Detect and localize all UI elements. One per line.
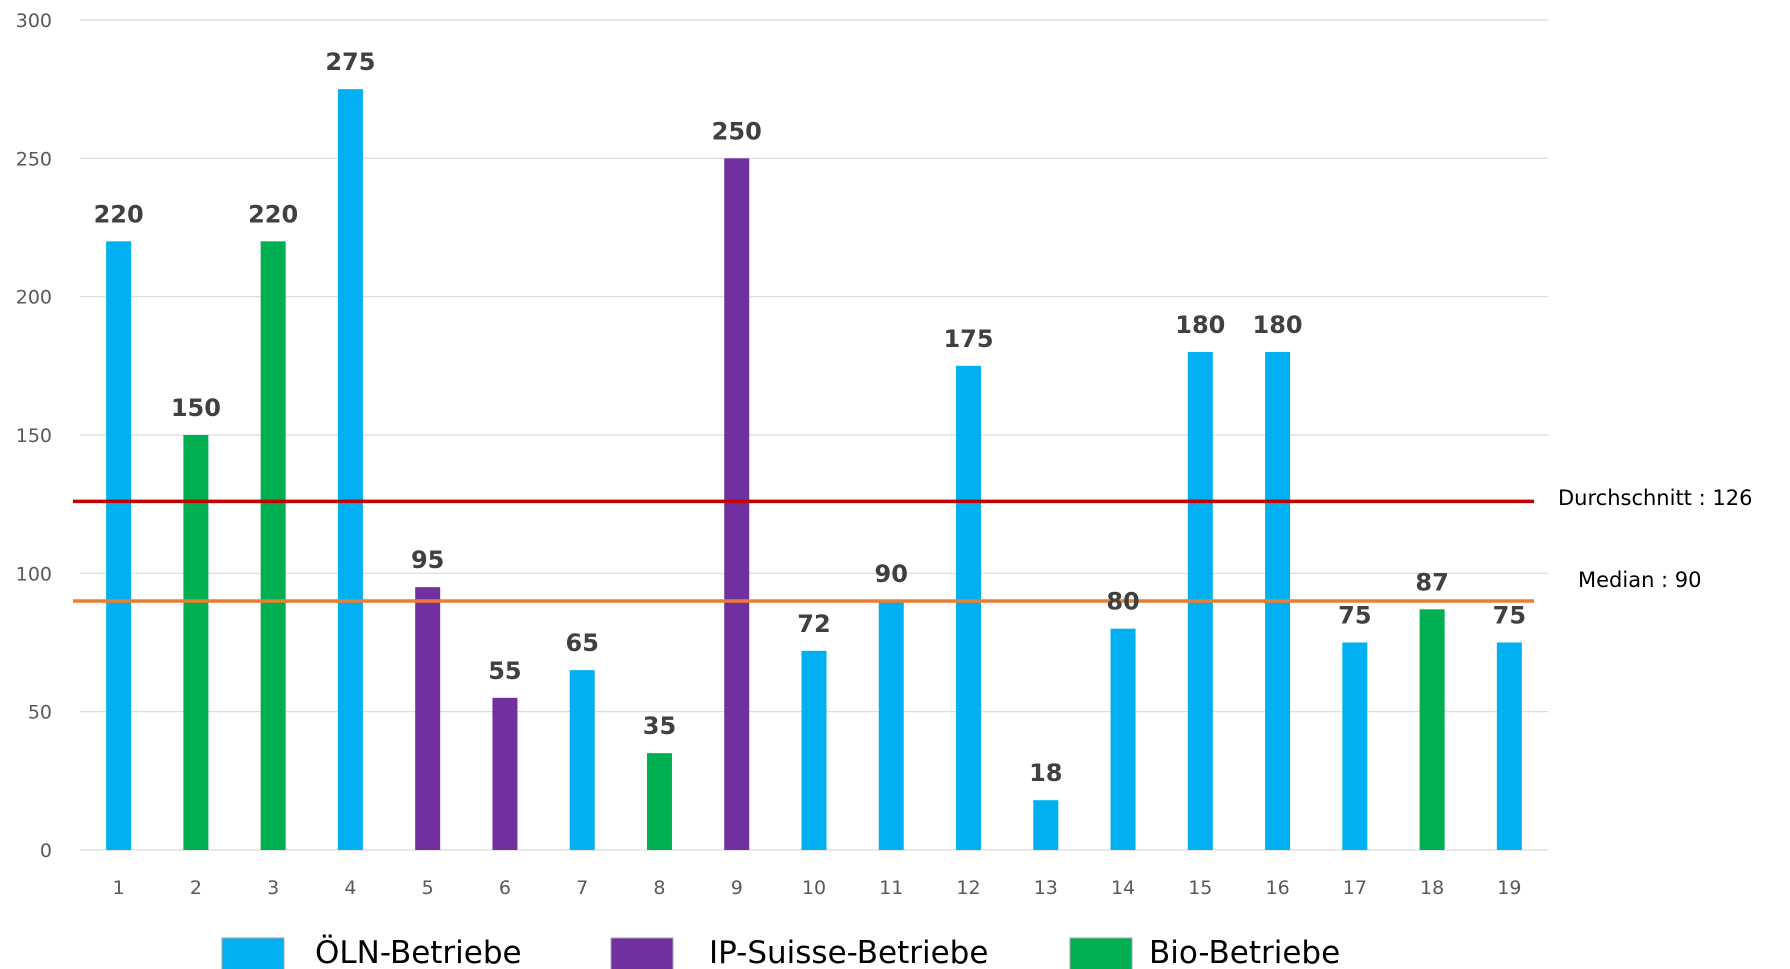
x-tick-label: 8: [653, 877, 665, 899]
x-tick-label: 10: [802, 877, 826, 899]
median-label: Median : 90: [1578, 568, 1702, 592]
reference-lines: Durchschnitt : 126 Median : 90: [73, 486, 1752, 603]
bar-1: [106, 241, 132, 851]
data-label: 75: [1493, 602, 1526, 630]
y-tick-label: 150: [16, 425, 52, 447]
data-label: 80: [1106, 588, 1139, 616]
bars: [106, 89, 1522, 851]
y-tick-label: 200: [16, 287, 52, 309]
data-label: 35: [643, 712, 676, 740]
y-tick-label: 100: [16, 563, 52, 585]
x-tick-label: 18: [1420, 877, 1444, 899]
x-tick-label: 2: [190, 877, 202, 899]
bar-7: [569, 670, 595, 850]
data-label: 55: [488, 657, 521, 685]
legend-label-oln: ÖLN-Betriebe: [315, 934, 522, 969]
y-tick-label: 50: [28, 702, 52, 724]
data-label: 18: [1029, 759, 1062, 787]
y-tick-label: 300: [16, 10, 52, 32]
bar-14: [1110, 628, 1136, 850]
bar-6: [492, 697, 518, 850]
bar-12: [956, 365, 982, 850]
bar-4: [337, 89, 363, 850]
x-tick-label: 11: [879, 877, 903, 899]
bar-10: [801, 650, 827, 850]
data-label: 250: [712, 117, 762, 145]
legend-swatch-oln: [221, 937, 285, 969]
x-tick-label: 5: [422, 877, 434, 899]
data-label: 150: [171, 394, 221, 422]
data-label: 180: [1175, 311, 1225, 339]
bar-17: [1342, 642, 1368, 850]
x-tick-label: 3: [267, 877, 279, 899]
durchschnitt-label: Durchschnitt : 126: [1558, 486, 1752, 510]
data-label: 87: [1415, 568, 1448, 596]
x-tick-label: 1: [113, 877, 125, 899]
x-tick-label: 14: [1111, 877, 1135, 899]
data-label: 65: [566, 629, 599, 657]
legend-swatch-bio: [1069, 937, 1133, 969]
x-tick-label: 12: [956, 877, 980, 899]
data-label: 95: [411, 546, 444, 574]
data-labels: 220 150 220 275 95 55 65 35 250 72 90 175 18 80 180 180…: [94, 48, 1526, 787]
x-tick-label: 19: [1497, 877, 1521, 899]
data-label: 90: [875, 560, 908, 588]
bar-8: [646, 753, 672, 850]
x-tick-label: 9: [731, 877, 743, 899]
x-tick-label: 17: [1343, 877, 1367, 899]
legend: ÖLN-Betriebe IP-Suisse-Betriebe Bio-Betrie…: [221, 934, 1340, 969]
x-tick-label: 6: [499, 877, 511, 899]
bar-9: [724, 158, 750, 851]
gridlines: [80, 19, 1548, 851]
y-tick-label: 0: [40, 840, 52, 862]
data-label: 275: [325, 48, 375, 76]
legend-label-ip: IP-Suisse-Betriebe: [709, 935, 988, 969]
x-tick-label: 16: [1265, 877, 1289, 899]
data-label: 175: [943, 325, 993, 353]
data-label: 75: [1338, 602, 1371, 630]
bar-18: [1419, 609, 1445, 850]
bar-13: [1033, 800, 1059, 850]
data-label: 180: [1253, 311, 1303, 339]
bar-2: [183, 435, 209, 850]
x-tick-label: 15: [1188, 877, 1212, 899]
bar-3: [260, 241, 286, 851]
legend-swatch-ip: [610, 937, 674, 969]
bar-5: [415, 587, 441, 850]
data-label: 72: [797, 610, 830, 638]
x-tick-label: 13: [1034, 877, 1058, 899]
x-tick-label: 7: [576, 877, 588, 899]
y-axis-tick-labels: 0 50 100 150 200 250 300: [16, 10, 52, 862]
y-tick-label: 250: [16, 148, 52, 170]
data-label: 220: [94, 200, 144, 228]
legend-label-bio: Bio-Betriebe: [1149, 935, 1340, 969]
data-label: 220: [248, 200, 298, 228]
x-tick-label: 4: [344, 877, 356, 899]
bar-11: [878, 601, 904, 850]
bar-19: [1496, 642, 1522, 850]
x-axis-tick-labels: 1 2 3 4 5 6 7 8 9 10 11 12 13 14 15 16 17 18 19: [113, 877, 1522, 899]
